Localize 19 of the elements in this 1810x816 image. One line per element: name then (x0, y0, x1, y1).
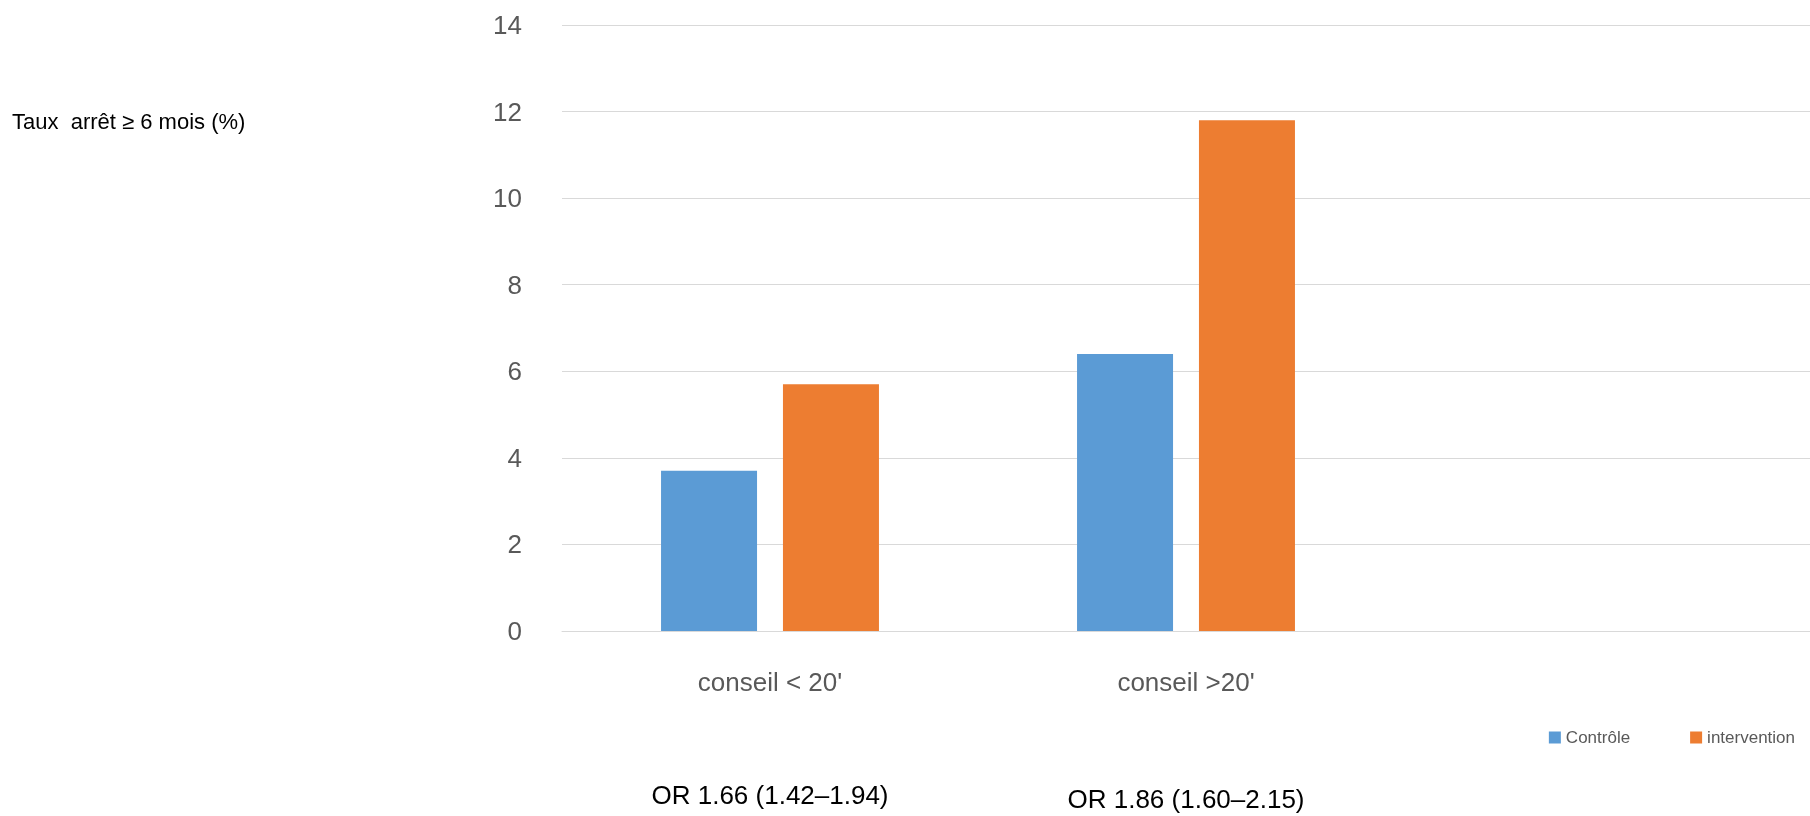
bar (782, 384, 879, 631)
y-tick-label: 14 (493, 10, 522, 40)
bar (661, 470, 758, 631)
text: OR 1.66 (1.42–1.94) (651, 780, 889, 810)
y-tick-label: 8 (507, 269, 522, 300)
y-tick-label: 10 (493, 183, 522, 214)
legend-label: Contrôle (1565, 728, 1631, 747)
y-tick-label: 0 (507, 616, 522, 646)
y-tick-label: 6 (507, 356, 522, 387)
bar (1198, 120, 1295, 631)
y-tick-label: 2 (507, 529, 522, 560)
text: Taux arrêt ≥ 6 mois (%) (12, 108, 246, 134)
bar (1077, 353, 1174, 631)
text: OR 1.86 (1.60–2.15) (1067, 784, 1305, 814)
legend-label: intervention (1707, 728, 1795, 747)
x-tick-label: conseil < 20' (697, 667, 843, 697)
x-tick-label: conseil >20' (1117, 667, 1255, 697)
y-tick-label: 12 (493, 96, 522, 127)
y-tick-label: 4 (507, 442, 522, 473)
